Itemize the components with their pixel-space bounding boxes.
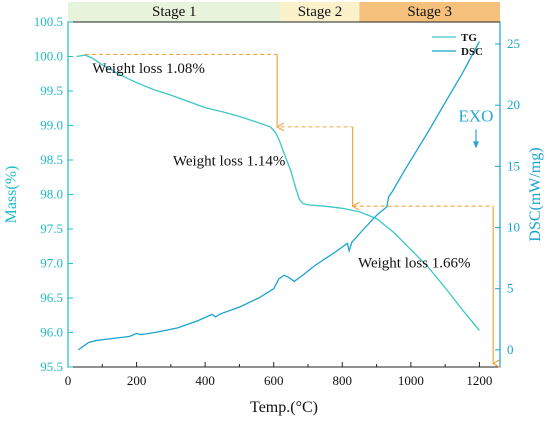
y-right-tick-label: 0: [507, 342, 514, 357]
y-right-tick-label: 15: [507, 158, 520, 173]
y-right-tick-label: 20: [507, 97, 520, 112]
y-left-tick-label: 100.5: [34, 14, 63, 29]
y-left-tick-label: 100.0: [34, 49, 63, 64]
legend-label-dsc: DSC: [461, 46, 483, 58]
y-axis-left-label: Mass(%): [3, 166, 20, 224]
stage-band-3: [359, 2, 500, 22]
stage-band-1: [68, 2, 281, 22]
legend-label-tg: TG: [461, 32, 477, 44]
y-left-tick-label: 96.0: [40, 325, 63, 340]
stage-labels: Stage 1 Stage 2 Stage 3: [152, 4, 452, 20]
y-right-tick-label: 5: [507, 281, 514, 296]
guide-lines: [85, 53, 493, 363]
series-line-dsc: [77, 41, 480, 351]
x-axis: 0 200 400 600 800 1000 1200: [65, 362, 492, 388]
y-right-tick-label: 25: [507, 36, 520, 51]
exo-arrow-head: [473, 141, 479, 149]
y-axis-right-label: DSC(mW/mg): [527, 147, 544, 241]
stage-label-2: Stage 2: [298, 4, 343, 20]
annotations: Weight loss 1.08% Weight loss 1.14% Weight…: [92, 61, 493, 272]
legend: TG DSC: [432, 32, 483, 58]
exo-label: EXO: [459, 106, 494, 125]
y-axis-right: 0 5 10 15 20 25: [495, 22, 520, 367]
y-axis-left: 95.5 96.0 96.5 97.0 97.5 98.0 98.5 99.0 99.5 100.…: [34, 14, 73, 374]
y-right-tick-label: 10: [507, 220, 520, 235]
x-axis-label: Temp.(°C): [250, 399, 318, 416]
x-tick-label-0: 0: [65, 373, 72, 388]
series-layer: [76, 41, 480, 351]
y-left-tick-label: 98.5: [40, 152, 63, 167]
stage-band-2: [280, 2, 360, 22]
x-tick-label-600: 600: [264, 373, 284, 388]
y-left-tick-label: 95.5: [40, 359, 63, 374]
stage-label-1: Stage 1: [152, 4, 197, 20]
x-tick-label-1200: 1200: [466, 373, 492, 388]
x-tick-label-1000: 1000: [398, 373, 424, 388]
weight-loss-label-1: Weight loss 1.08%: [92, 61, 205, 77]
y-left-tick-label: 97.5: [40, 221, 63, 236]
stage-bands: [68, 2, 500, 22]
y-left-tick-label: 98.0: [40, 187, 63, 202]
y-left-tick-label: 96.5: [40, 290, 63, 305]
y-left-tick-label: 99.5: [40, 83, 63, 98]
weight-loss-label-2: Weight loss 1.14%: [173, 154, 286, 170]
x-tick-label-400: 400: [195, 373, 215, 388]
y-left-tick-label: 99.0: [40, 118, 63, 133]
weight-loss-label-3: Weight loss 1.66%: [358, 256, 471, 272]
x-tick-label-200: 200: [127, 373, 147, 388]
y-left-tick-label: 97.0: [40, 256, 63, 271]
x-tick-label-800: 800: [333, 373, 353, 388]
stage-label-3: Stage 3: [407, 4, 452, 20]
series-line-tg: [76, 54, 480, 331]
